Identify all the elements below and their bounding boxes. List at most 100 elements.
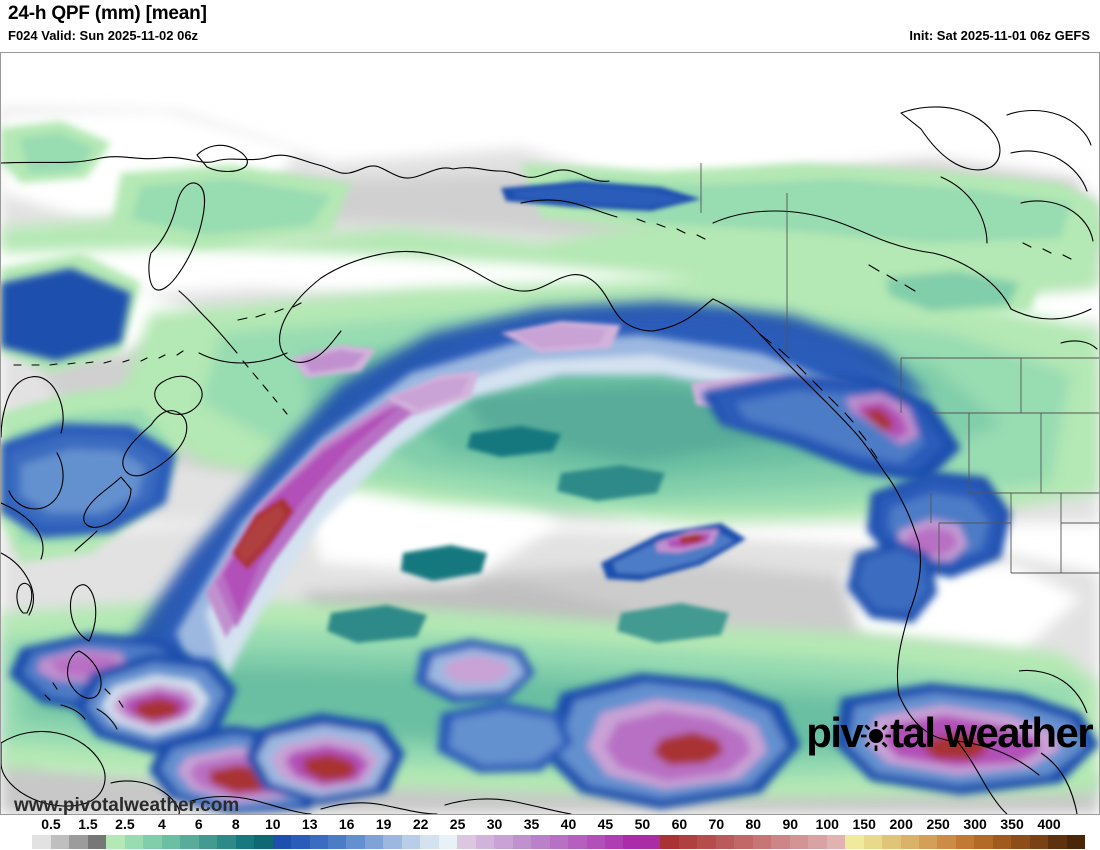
colorbar-swatch[interactable] (106, 835, 125, 849)
colorbar-swatch[interactable] (143, 835, 162, 849)
colorbar-swatch[interactable] (623, 835, 642, 849)
valid-time-label: F024 Valid: Sun 2025-11-02 06z (8, 28, 199, 43)
colorbar-swatch[interactable] (198, 835, 218, 849)
colorbar-swatch[interactable] (346, 835, 365, 849)
colorbar-swatch[interactable] (1048, 835, 1067, 849)
colorbar[interactable]: 0.5 1.5 2.5 4 6 8 10 13 16 19 22 25 30 35 40 45 50 60 70 80… (0, 816, 1100, 850)
pivotal-weather-logo: piv tal weather (806, 709, 1093, 756)
colorbar-tick: 50 (634, 816, 651, 832)
colorbar-swatch[interactable] (771, 835, 790, 849)
colorbar-tick: 10 (264, 816, 281, 832)
colorbar-swatch[interactable] (605, 835, 624, 849)
colorbar-swatch[interactable] (826, 835, 846, 849)
colorbar-tick: 1.5 (78, 816, 98, 832)
colorbar-swatch[interactable] (217, 835, 236, 849)
colorbar-swatch[interactable] (586, 835, 605, 849)
colorbar-swatch[interactable] (32, 835, 51, 849)
colorbar-tick: 25 (449, 816, 466, 832)
colorbar-tick: 4 (157, 816, 166, 832)
colorbar-swatch[interactable] (401, 835, 421, 849)
colorbar-swatch[interactable] (845, 835, 864, 849)
colorbar-swatch[interactable] (291, 835, 310, 849)
colorbar-swatch[interactable] (383, 835, 402, 849)
colorbar-tick: 200 (889, 816, 913, 832)
coastlines (1, 106, 1098, 814)
colorbar-tick: 60 (671, 816, 688, 832)
colorbar-tick: 80 (745, 816, 762, 832)
colorbar-swatch[interactable] (937, 835, 956, 849)
colorbar-swatch[interactable] (789, 835, 809, 849)
colorbar-swatch[interactable] (863, 835, 883, 849)
colorbar-swatch[interactable] (531, 835, 550, 849)
colorbar-swatch[interactable] (1029, 835, 1049, 849)
colorbar-swatch[interactable] (715, 835, 735, 849)
site-watermark: www.pivotalweather.com (14, 795, 240, 816)
colorbar-tick: 70 (708, 816, 725, 832)
colorbar-tick: 300 (963, 816, 987, 832)
colorbar-swatch[interactable] (180, 835, 199, 849)
colorbar-swatch[interactable] (568, 835, 587, 849)
map-canvas[interactable] (0, 52, 1100, 815)
colorbar-swatch[interactable] (69, 835, 88, 849)
colorbar-swatch[interactable] (327, 835, 347, 849)
colorbar-swatch[interactable] (752, 835, 772, 849)
colorbar-swatch[interactable] (660, 835, 679, 849)
colorbar-tick: 13 (301, 816, 318, 832)
colorbar-tick: 40 (560, 816, 577, 832)
colorbar-tick: 350 (1000, 816, 1024, 832)
colorbar-tick: 90 (782, 816, 799, 832)
colorbar-swatch[interactable] (678, 835, 698, 849)
colorbar-tick-labels: 0.5 1.5 2.5 4 6 8 10 13 16 19 22 25 30 35 40 45 50 60 70 80… (0, 816, 1100, 834)
colorbar-swatch[interactable] (364, 835, 384, 849)
colorbar-tick: 30 (486, 816, 503, 832)
colorbar-swatch[interactable] (457, 835, 476, 849)
political-boundaries (700, 163, 1099, 574)
logo-text-before: piv (806, 709, 863, 756)
precipitation-map-svg (1, 53, 1099, 814)
colorbar-swatch[interactable] (697, 835, 716, 849)
colorbar-swatch[interactable] (1011, 835, 1030, 849)
colorbar-swatch[interactable] (974, 835, 993, 849)
colorbar-tick: 2.5 (115, 816, 135, 832)
colorbar-swatch[interactable] (918, 835, 938, 849)
colorbar-swatch[interactable] (235, 835, 255, 849)
colorbar-swatch[interactable] (475, 835, 495, 849)
colorbar-swatch[interactable] (641, 835, 661, 849)
colorbar-swatch[interactable] (882, 835, 901, 849)
colorbar-swatch[interactable] (438, 835, 458, 849)
colorbar-tick: 0.5 (41, 816, 61, 832)
colorbar-swatch[interactable] (512, 835, 532, 849)
colorbar-swatch[interactable] (955, 835, 975, 849)
colorbar-swatch[interactable] (900, 835, 919, 849)
colorbar-swatch[interactable] (494, 835, 513, 849)
colorbar-tick: 100 (815, 816, 839, 832)
us-west-coast (956, 669, 1088, 814)
colorbar-swatch[interactable] (254, 835, 273, 849)
colorbar-swatch[interactable] (420, 835, 439, 849)
colorbar-tick: 150 (852, 816, 876, 832)
colorbar-tick: 19 (375, 816, 392, 832)
colorbar-swatches[interactable] (14, 835, 1086, 849)
colorbar-swatch[interactable] (87, 835, 107, 849)
colorbar-swatch[interactable] (309, 835, 328, 849)
colorbar-tick: 6 (194, 816, 203, 832)
colorbar-swatch[interactable] (1066, 835, 1086, 849)
colorbar-swatch[interactable] (734, 835, 753, 849)
colorbar-swatch[interactable] (992, 835, 1012, 849)
colorbar-swatch[interactable] (272, 835, 292, 849)
colorbar-tick: 45 (597, 816, 614, 832)
colorbar-swatch[interactable] (549, 835, 569, 849)
precip-field (1, 106, 1099, 814)
colorbar-swatch[interactable] (124, 835, 144, 849)
init-time-label: Init: Sat 2025-11-01 06z GEFS (909, 28, 1090, 43)
colorbar-swatch[interactable] (14, 835, 33, 849)
colorbar-swatch[interactable] (50, 835, 70, 849)
colorbar-swatch[interactable] (161, 835, 181, 849)
colorbar-swatch[interactable] (808, 835, 827, 849)
colorbar-tick: 400 (1037, 816, 1061, 832)
colorbar-tick: 22 (412, 816, 429, 832)
page-title: 24-h QPF (mm) [mean] (8, 3, 207, 24)
gear-sun-icon (861, 716, 892, 751)
map-header: 24-h QPF (mm) [mean] F024 Valid: Sun 202… (0, 0, 1100, 52)
